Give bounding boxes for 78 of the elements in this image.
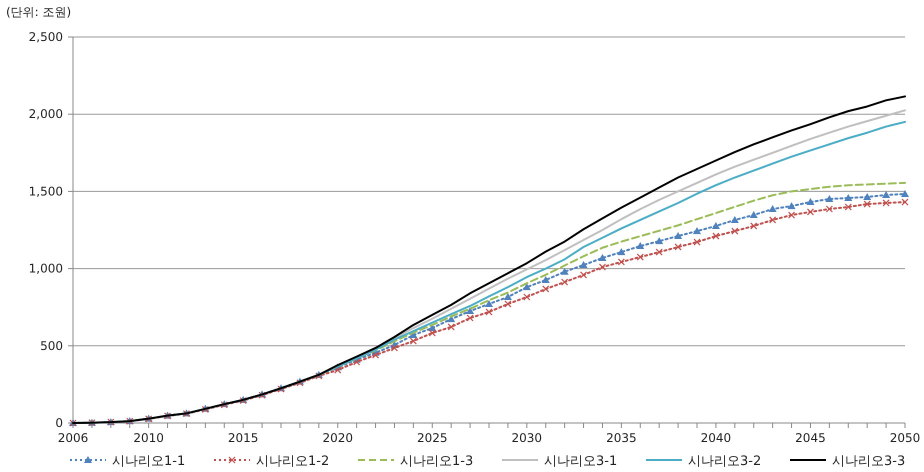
x-tick-label: 2040: [700, 431, 732, 445]
point: [825, 194, 834, 202]
point: [712, 232, 720, 240]
point: [485, 308, 493, 316]
point: [636, 253, 644, 261]
point: [448, 323, 455, 331]
point: [674, 243, 682, 251]
point: [466, 314, 474, 322]
point: [504, 293, 512, 300]
point: [901, 190, 909, 198]
point: [806, 198, 814, 206]
point: [806, 208, 814, 216]
point: [864, 200, 871, 208]
point: [712, 222, 720, 229]
x-tick-label: 2006: [58, 431, 88, 445]
point: [372, 351, 380, 359]
point: [334, 366, 342, 374]
point: [768, 205, 777, 212]
point: [693, 238, 701, 246]
legend-label: 시나리오1-3: [400, 454, 474, 469]
point: [598, 263, 606, 271]
point: [522, 283, 531, 290]
point: [560, 268, 569, 275]
legend-label: 시나리오3-3: [832, 454, 906, 469]
point: [485, 300, 493, 307]
point: [542, 276, 550, 284]
point: [617, 248, 626, 256]
point: [882, 190, 890, 198]
x-tick-label: 2045: [795, 431, 826, 445]
point: [428, 329, 436, 337]
point: [901, 198, 909, 206]
point: [523, 293, 530, 301]
legend-label: 시나리오3-2: [688, 454, 762, 469]
point: [826, 205, 833, 213]
x-tick-label: 2035: [606, 431, 637, 445]
y-tick-label: 0: [55, 416, 63, 430]
point: [466, 307, 474, 314]
point: [580, 261, 588, 268]
point: [674, 232, 682, 240]
text: (단위: 조원): [6, 5, 72, 19]
point: [656, 248, 663, 256]
x-tick-label: 2050: [890, 431, 920, 445]
y-tick-label: 1,500: [28, 184, 63, 198]
point: [844, 203, 852, 211]
legend-label: 시나리오1-1: [112, 454, 186, 469]
x-tick-label: 2025: [417, 431, 448, 445]
point: [750, 222, 758, 230]
point: [693, 227, 701, 234]
point: [769, 216, 776, 224]
point: [390, 344, 398, 352]
legend-label: 시나리오3-1: [544, 454, 618, 469]
point: [580, 271, 588, 279]
point: [561, 278, 568, 286]
point: [750, 211, 758, 218]
point: [353, 358, 360, 366]
x-tick-label: 2015: [228, 431, 258, 445]
point: [655, 237, 664, 244]
y-tick-label: 1,000: [28, 262, 63, 276]
point: [863, 192, 872, 200]
point: [882, 199, 890, 207]
x-tick-label: 2020: [322, 431, 353, 445]
legend-label: 시나리오1-2: [256, 454, 330, 469]
point: [618, 258, 625, 266]
y-tick-label: 2,500: [28, 30, 63, 44]
point: [542, 285, 550, 293]
point: [788, 211, 796, 219]
point: [844, 194, 852, 202]
point: [730, 216, 739, 223]
y-tick-label: 500: [40, 338, 63, 353]
point: [636, 242, 644, 250]
point: [410, 337, 417, 345]
point: [598, 254, 606, 261]
y-tick-label: 2,000: [28, 107, 63, 122]
point: [731, 227, 738, 235]
point: [504, 300, 512, 308]
x-tick-label: 2010: [133, 431, 164, 445]
x-tick-label: 2030: [512, 431, 542, 445]
point: [788, 202, 796, 210]
